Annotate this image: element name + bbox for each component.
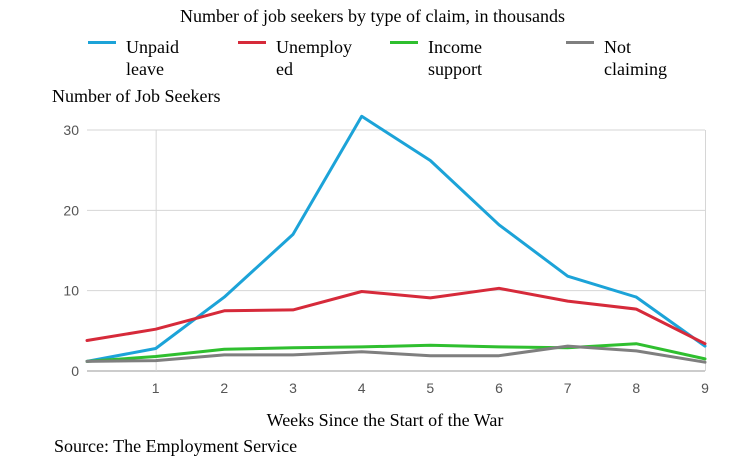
legend-item-not-claiming: Not claiming [566,36,684,80]
x-tick-label: 8 [632,380,640,396]
x-tick-label: 6 [495,380,503,396]
y-tick-label: 20 [63,202,79,218]
x-tick-label: 1 [152,380,160,396]
series-line-unemployed [85,286,707,346]
x-tick-label: 5 [426,380,434,396]
legend-swatch [390,41,418,44]
legend-item-income-support: Income support [390,36,508,80]
x-axis-label: Weeks Since the Start of the War [266,410,504,430]
y-axis-label: Number of Job Seekers [52,86,221,106]
legend-item-unemployed: Unemploy ed [238,36,356,80]
series-line-not-claiming [85,344,707,364]
source-note: Source: The Employment Service [54,436,298,456]
x-tick-label: 3 [289,380,297,396]
series-line-unpaid-leave [85,114,707,363]
x-tick-label: 7 [564,380,572,396]
series-line-income-support [85,342,707,363]
x-tick-label: 4 [358,380,366,396]
y-tick-label: 30 [63,122,79,138]
legend-swatch [88,41,116,44]
legend-label: Not claiming [604,37,667,79]
legend-label: Unpaid leave [126,37,179,79]
legend-swatch [566,41,594,44]
legend-label: Income support [428,37,482,79]
legend-item-unpaid-leave: Unpaid leave [88,36,206,80]
y-tick-label: 10 [63,283,79,299]
x-tick-label: 9 [701,380,709,396]
y-tick-label: 0 [71,363,79,379]
chart-title: Number of job seekers by type of claim, … [180,6,565,26]
x-tick-label: 2 [220,380,228,396]
legend-swatch [238,41,266,44]
legend-label: Unemploy ed [276,37,352,79]
